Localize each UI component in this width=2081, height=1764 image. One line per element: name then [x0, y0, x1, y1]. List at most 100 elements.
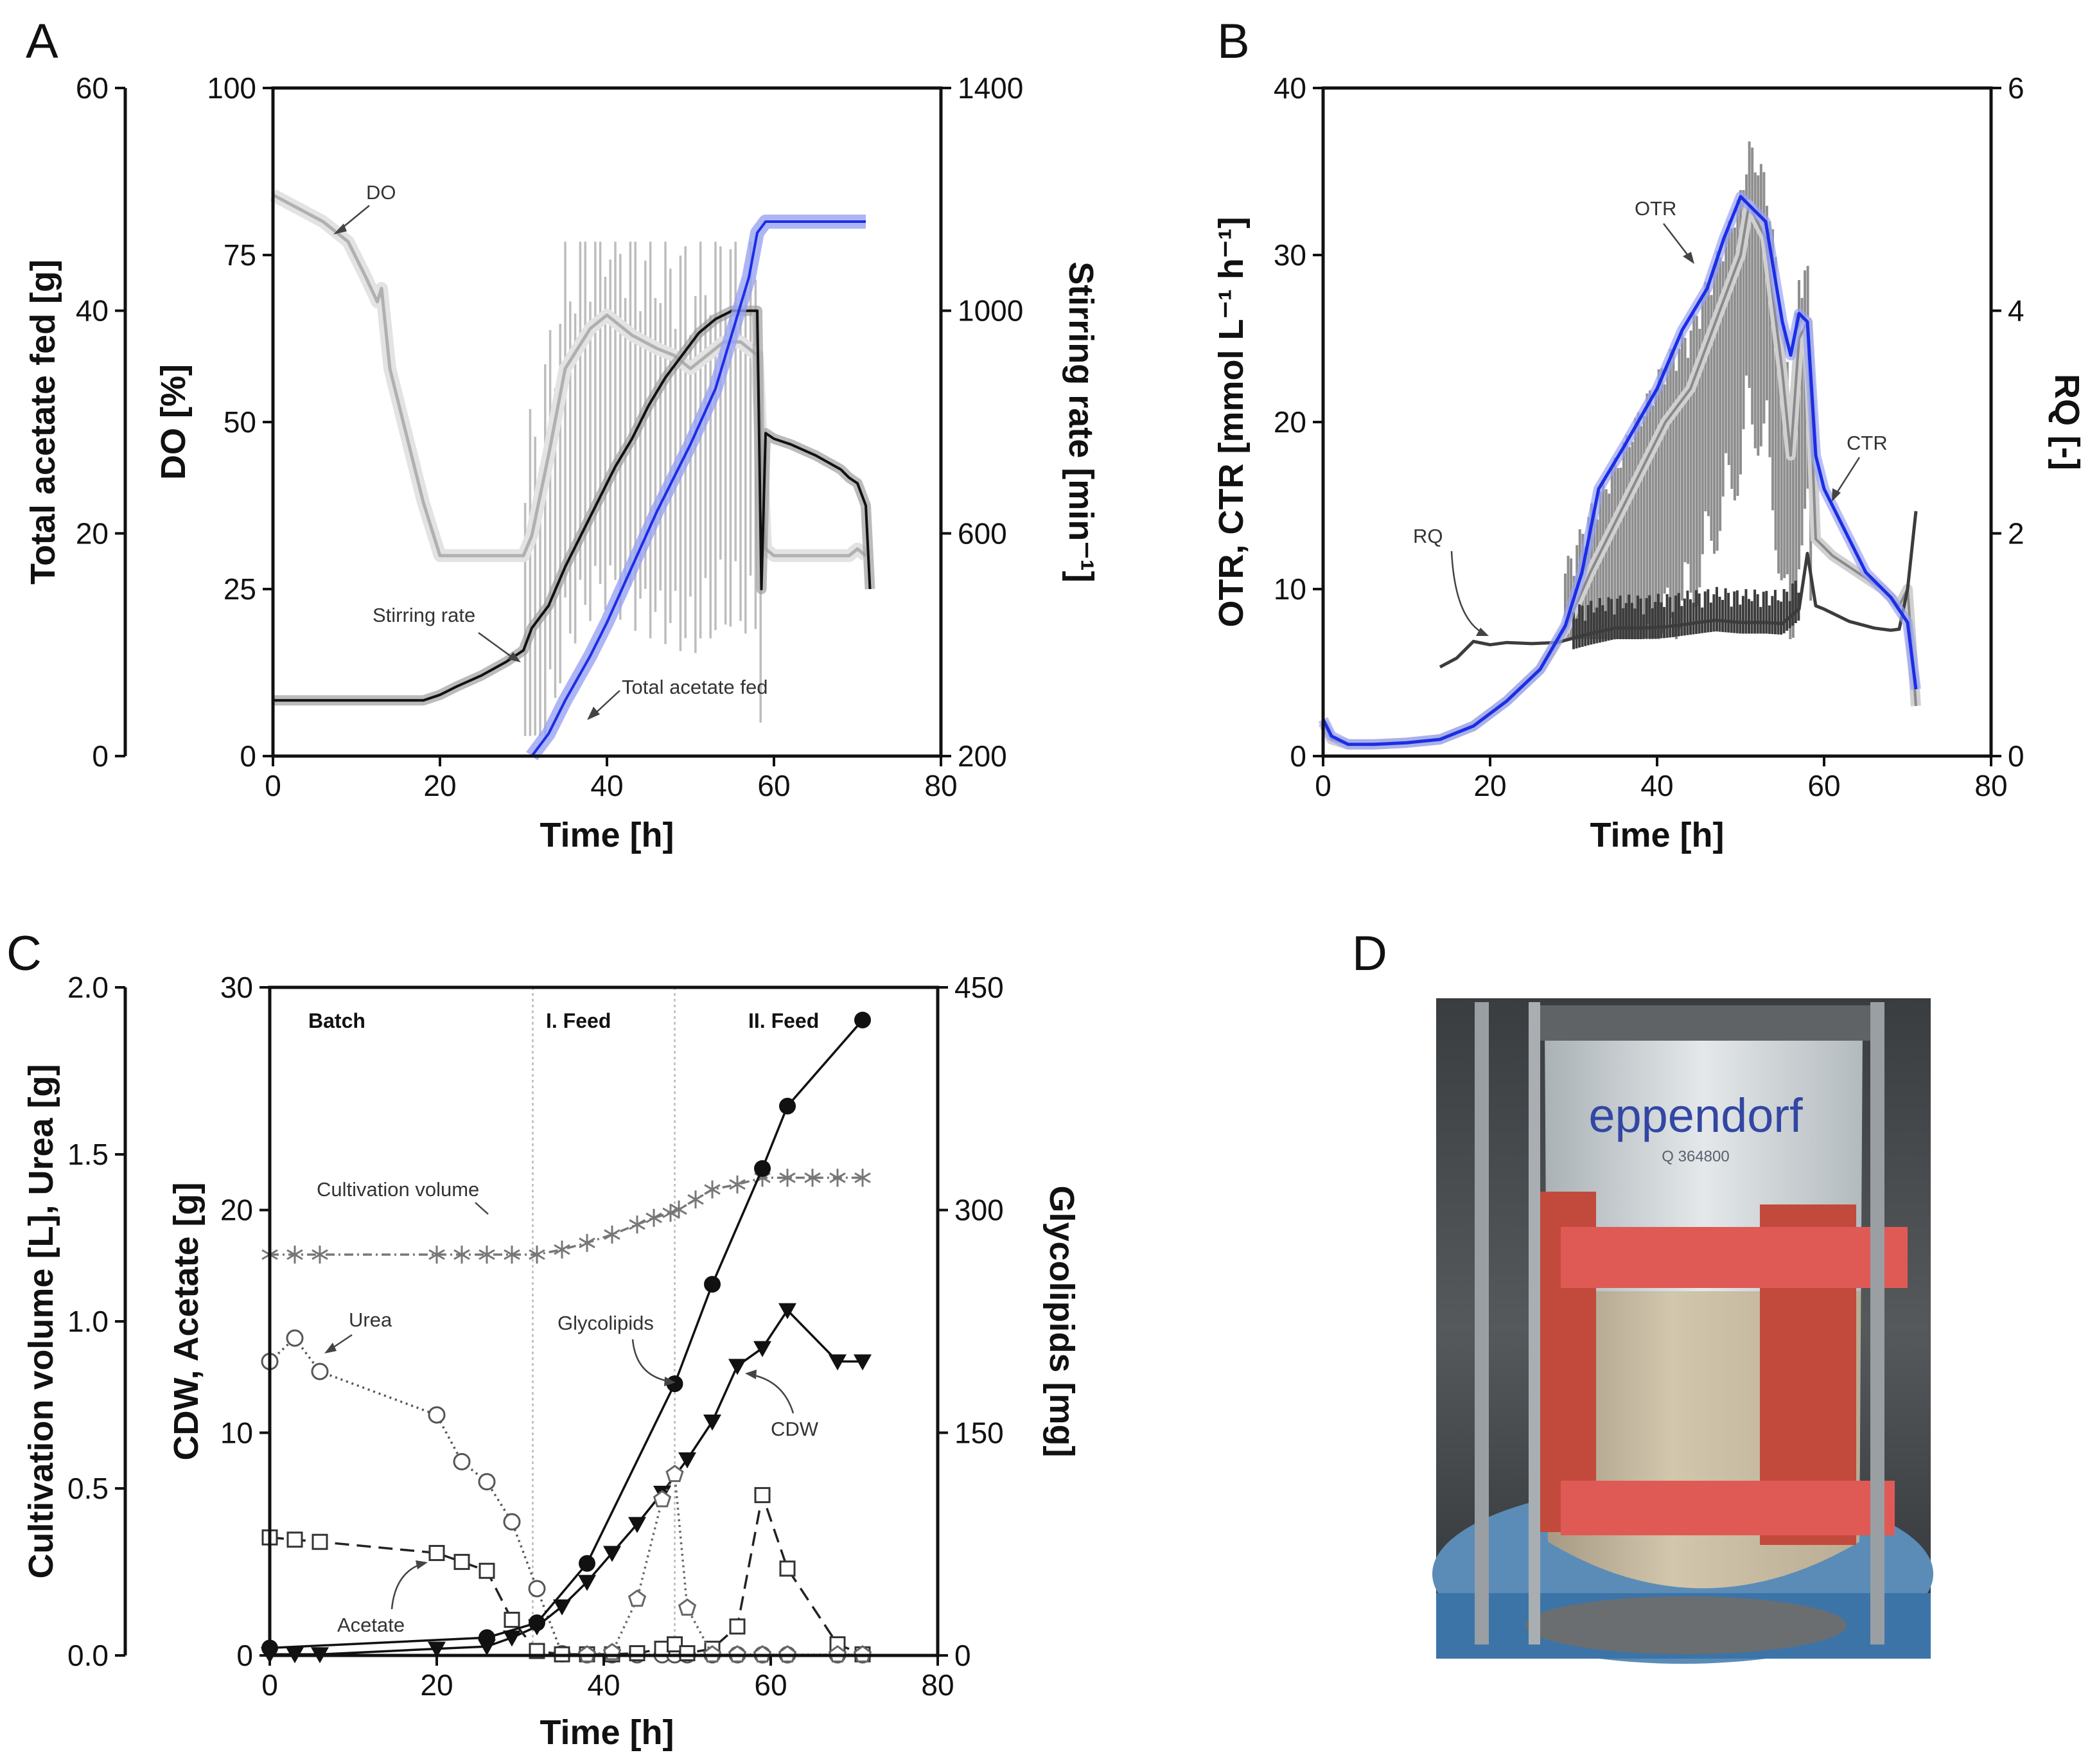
series-line-open-square	[269, 1490, 863, 1656]
y-tick-label: 2	[2008, 516, 2024, 550]
phase-label-feed-2: II. Feed	[748, 1009, 819, 1032]
x-tick-label: 40	[590, 769, 623, 802]
y-tick-label: 20	[76, 516, 109, 550]
annotation-cdw: CDW	[771, 1418, 819, 1440]
y-tick-label: 30	[1274, 238, 1306, 272]
asterisk-stroke	[312, 1249, 328, 1260]
y-tick-label: 40	[76, 294, 109, 328]
x-tick-label: 40	[587, 1668, 620, 1702]
photo-velcro-strap-bottom	[1561, 1481, 1895, 1535]
annotation-do-arrow	[340, 205, 370, 230]
y-tick-label: 50	[224, 405, 256, 439]
marker-asterisk	[453, 1246, 470, 1264]
y-tick-label: 0	[240, 739, 256, 773]
x-tick-label: 60	[757, 769, 790, 802]
y-tick-label: 75	[224, 238, 256, 272]
phase-label-batch: Batch	[308, 1009, 365, 1032]
marker-down-triangle	[503, 1630, 521, 1647]
x-tick-label: 80	[921, 1668, 954, 1702]
marker-open-square	[679, 1645, 696, 1662]
asterisk-stroke	[453, 1249, 470, 1260]
annotation-cultivation-volume: Cultivation volume	[317, 1178, 479, 1201]
marker-down-triangle	[428, 1641, 446, 1658]
panel-d: D	[1352, 926, 1933, 1664]
marker-asterisk	[554, 1240, 570, 1259]
annotation-total-acetate-fed: Total acetate fed	[622, 676, 768, 698]
annotation-glycolipids: Glycolipids	[558, 1312, 654, 1334]
total-acetate-line	[531, 220, 866, 757]
marker-asterisk	[629, 1215, 645, 1234]
y-tick-label: 0	[92, 739, 109, 773]
marker-open-square	[453, 1553, 470, 1570]
marker-asterisk	[529, 1246, 545, 1264]
y-tick-label: 25	[224, 572, 256, 606]
phase-label-feed-1: I. Feed	[546, 1009, 611, 1032]
panel-c-ylabel-glycolipids: Glycolipids [mg]	[1042, 1185, 1081, 1457]
annotation-otr: OTR	[1635, 197, 1676, 220]
panel-d-letter: D	[1352, 926, 1387, 981]
annotation-volume-arrow	[475, 1202, 489, 1215]
y-tick-label: 6	[2008, 71, 2024, 105]
photo-base-plate	[1525, 1596, 1847, 1654]
ctr-line	[1321, 195, 1918, 746]
marker-open-pentagon	[628, 1589, 647, 1607]
marker-asterisk	[729, 1175, 746, 1194]
y-tick-label: 1400	[958, 71, 1023, 105]
marker-asterisk	[312, 1246, 328, 1264]
annotation-rq-arrowhead	[1476, 628, 1489, 636]
marker-open-square	[504, 1612, 520, 1628]
marker-down-triangle	[603, 1546, 621, 1562]
x-tick-label: 80	[924, 769, 957, 802]
marker-asterisk	[428, 1246, 445, 1264]
x-tick-label: 0	[265, 769, 281, 802]
marker-down-triangle	[854, 1354, 872, 1371]
bioreactor-photo: eppendorf Q 364800	[1432, 998, 1933, 1664]
x-tick-label: 20	[423, 769, 456, 802]
y-tick-label: 30	[220, 971, 253, 1004]
asterisk-stroke	[604, 1229, 620, 1240]
panel-b-xlabel: Time [h]	[1590, 816, 1724, 854]
marker-open-square	[428, 1545, 445, 1562]
annotation-otr-arrowhead	[1683, 252, 1694, 264]
y-tick-label: 4	[2008, 294, 2024, 328]
marker-down-triangle	[553, 1599, 571, 1616]
marker-filled-circle	[704, 1276, 721, 1293]
annotation-stirring-rate: Stirring rate	[373, 604, 475, 626]
asterisk-stroke	[854, 1172, 871, 1183]
annotation-acetate-arrow	[593, 690, 620, 715]
photo-steel-rod-center	[1529, 1002, 1540, 1645]
annotation-acetate-c-arrow	[391, 1563, 421, 1610]
marker-filled-circle	[666, 1375, 683, 1393]
panel-b-annotations: OTR CTR RQ	[1413, 197, 1888, 636]
asterisk-stroke	[704, 1184, 721, 1195]
marker-open-circle	[528, 1580, 546, 1598]
marker-down-triangle	[728, 1359, 746, 1375]
y-tick-label: 200	[958, 739, 1007, 773]
marker-open-circle	[453, 1452, 471, 1470]
asterisk-stroke	[428, 1249, 445, 1260]
marker-asterisk	[829, 1169, 846, 1187]
y-tick-label: 20	[220, 1194, 253, 1227]
marker-open-square	[479, 1562, 495, 1579]
marker-asterisk	[854, 1169, 871, 1187]
marker-open-pentagon	[653, 1490, 672, 1508]
marker-asterisk	[804, 1169, 821, 1187]
marker-open-square	[629, 1645, 645, 1662]
panel-c-ylabel-volume-urea: Cultivation volume [L], Urea [g]	[22, 1064, 60, 1578]
marker-open-pentagon	[678, 1598, 697, 1616]
panel-b-ylabel-rq: RQ [-]	[2048, 374, 2081, 470]
panel-a-ylabel-stirring: Stirring rate [min⁻¹]	[1062, 261, 1100, 583]
marker-open-circle	[503, 1513, 521, 1531]
panel-b-marks	[1318, 141, 1921, 750]
y-tick-label: 1000	[958, 294, 1023, 328]
asterisk-stroke	[579, 1237, 595, 1249]
marker-open-circle	[428, 1406, 446, 1424]
panel-c: C 0 20 40 60 8001020300.00.51.01.52.00150300…	[6, 926, 1081, 1752]
panel-c-xlabel: Time [h]	[540, 1713, 674, 1752]
annotation-do-arrowhead	[333, 224, 347, 234]
marker-asterisk	[286, 1246, 303, 1264]
panel-c-ticks: 0 20 40 60 8001020300.00.51.01.52.0015030045…	[67, 971, 1004, 1702]
annotation-glycolipids-arrow	[631, 1339, 669, 1382]
marker-open-square	[779, 1560, 796, 1577]
asterisk-stroke	[645, 1212, 662, 1224]
